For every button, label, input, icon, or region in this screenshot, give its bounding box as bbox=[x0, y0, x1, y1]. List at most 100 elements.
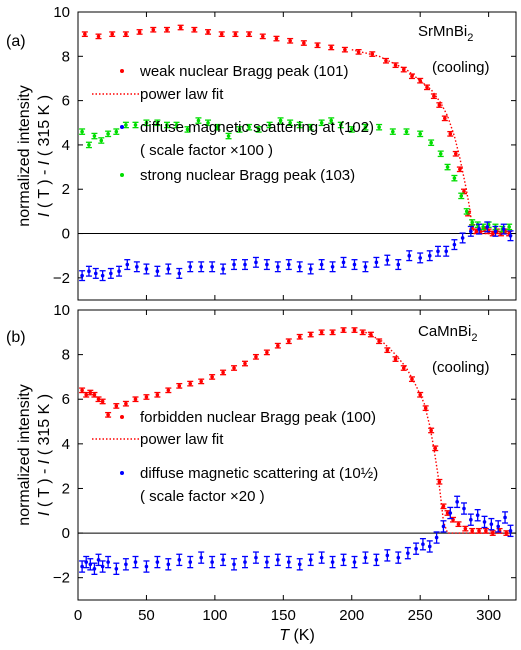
data-point bbox=[154, 391, 161, 398]
data-point bbox=[143, 394, 150, 400]
y-tick-label: 10 bbox=[53, 302, 70, 319]
data-point bbox=[133, 261, 140, 273]
legend-marker bbox=[120, 173, 124, 177]
panel-b-frame bbox=[77, 309, 517, 601]
data-point bbox=[337, 121, 344, 129]
data-point bbox=[400, 365, 407, 371]
data-point bbox=[300, 40, 307, 46]
data-point bbox=[452, 150, 459, 157]
data-point bbox=[95, 33, 102, 40]
x-tick-label: 150 bbox=[271, 607, 296, 624]
data-point bbox=[392, 356, 399, 362]
series-fit-line bbox=[365, 331, 510, 534]
legend-item: strong nuclear Bragg peak (103) bbox=[120, 167, 355, 184]
data-point bbox=[419, 538, 426, 551]
data-point bbox=[85, 141, 92, 149]
panel-a-condition: (cooling) bbox=[432, 59, 490, 76]
data-point bbox=[362, 551, 369, 564]
data-point bbox=[432, 445, 439, 452]
legend-label: ( scale factor ×20 ) bbox=[140, 488, 265, 505]
data-point bbox=[98, 137, 105, 144]
panel-a-plot bbox=[79, 24, 514, 282]
panel-b-legend: forbidden nuclear Bragg peak (100) power … bbox=[92, 409, 378, 505]
data-point bbox=[191, 26, 198, 33]
data-point bbox=[500, 223, 507, 235]
data-point bbox=[329, 261, 336, 273]
y-tick-label: 8 bbox=[62, 48, 70, 65]
legend-item: forbidden nuclear Bragg peak (100) bbox=[120, 409, 376, 426]
y-tick-label: 6 bbox=[62, 93, 70, 110]
data-point bbox=[395, 551, 402, 564]
legend-marker bbox=[120, 471, 124, 475]
y-tick-label: 4 bbox=[62, 436, 70, 453]
data-point bbox=[376, 123, 383, 131]
data-point bbox=[132, 555, 139, 569]
data-point bbox=[285, 338, 292, 345]
data-point bbox=[458, 192, 465, 200]
data-point bbox=[95, 553, 102, 567]
data-point bbox=[455, 521, 462, 528]
data-point bbox=[426, 540, 433, 553]
data-point bbox=[447, 130, 454, 137]
data-point bbox=[340, 256, 347, 268]
data-point bbox=[122, 400, 129, 407]
data-point bbox=[259, 33, 266, 40]
y-tick-label: 0 bbox=[62, 226, 70, 243]
data-point bbox=[328, 44, 335, 51]
data-point bbox=[436, 102, 443, 108]
data-point bbox=[231, 558, 238, 571]
data-point bbox=[263, 349, 270, 356]
data-point bbox=[351, 555, 358, 569]
data-point bbox=[165, 558, 172, 571]
data-point bbox=[318, 329, 325, 336]
data-point bbox=[428, 139, 435, 147]
data-point bbox=[87, 389, 94, 396]
data-point bbox=[389, 128, 396, 135]
data-point bbox=[384, 254, 391, 266]
data-point bbox=[209, 374, 216, 380]
data-point bbox=[460, 502, 467, 515]
data-point bbox=[79, 128, 86, 135]
data-point bbox=[132, 121, 139, 129]
panel-b-plot bbox=[79, 327, 514, 575]
data-point bbox=[307, 123, 314, 131]
data-point bbox=[176, 382, 183, 389]
panel-a-material: SrMnBi2 bbox=[418, 23, 473, 44]
data-point bbox=[246, 31, 253, 38]
data-point bbox=[124, 259, 131, 271]
data-point bbox=[107, 267, 114, 279]
data-point bbox=[231, 365, 238, 371]
data-point bbox=[214, 123, 221, 131]
panel-a: −2 0 2 4 6 8 10 (a) SrMnBi2 (cooling) weak nuc… bbox=[6, 4, 517, 301]
data-point bbox=[165, 387, 172, 394]
data-point bbox=[109, 31, 116, 38]
data-point bbox=[231, 259, 238, 271]
legend-item: weak nuclear Bragg peak (101) bbox=[120, 63, 348, 80]
data-point bbox=[232, 31, 239, 38]
data-point bbox=[263, 555, 270, 569]
data-point bbox=[209, 261, 216, 273]
data-point bbox=[373, 553, 380, 567]
data-point bbox=[274, 342, 281, 349]
data-point bbox=[154, 265, 161, 277]
data-point bbox=[433, 531, 440, 544]
legend-label: power law fit bbox=[140, 431, 224, 448]
data-point bbox=[163, 26, 170, 33]
data-point bbox=[328, 117, 335, 124]
data-point bbox=[474, 509, 481, 522]
data-point bbox=[444, 163, 451, 171]
data-point bbox=[296, 261, 303, 273]
data-point bbox=[122, 31, 129, 38]
data-point bbox=[92, 267, 99, 279]
data-point bbox=[296, 333, 303, 340]
data-point bbox=[503, 530, 510, 536]
data-point bbox=[384, 549, 391, 562]
data-point bbox=[451, 239, 458, 251]
data-point bbox=[463, 208, 470, 215]
y-tick-label: 8 bbox=[62, 347, 70, 364]
data-point bbox=[340, 553, 347, 567]
data-point bbox=[195, 117, 202, 124]
data-point bbox=[408, 73, 415, 80]
data-point bbox=[285, 259, 292, 271]
panel-a-legend: weak nuclear Bragg peak (101) power law f… bbox=[92, 63, 374, 184]
